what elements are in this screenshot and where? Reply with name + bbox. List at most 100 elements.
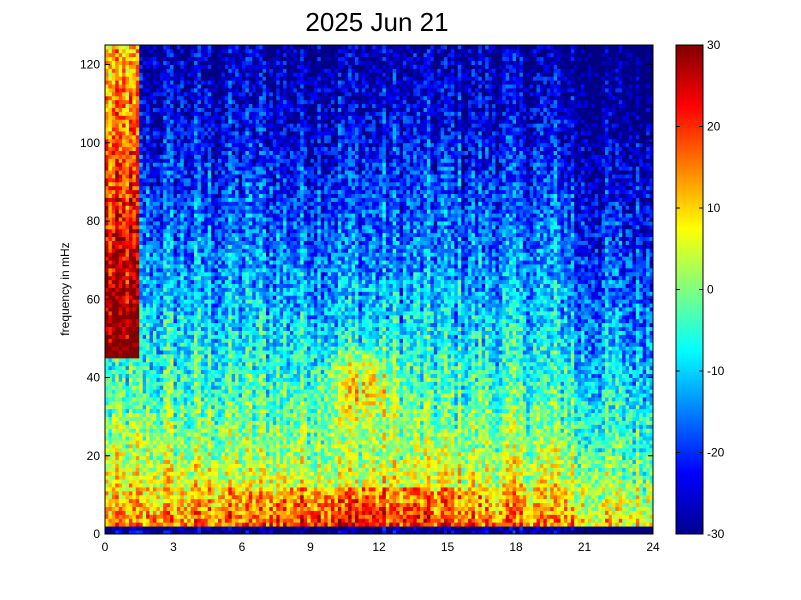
heatmap-cell (204, 381, 208, 385)
heatmap-cell (136, 84, 140, 88)
heatmap-cell (132, 170, 136, 174)
heatmap-cell (197, 284, 201, 288)
heatmap-cell (232, 241, 236, 245)
heatmap-cell (105, 514, 109, 518)
heatmap-cell (221, 468, 225, 472)
heatmap-cell (146, 225, 150, 229)
heatmap-cell (153, 241, 157, 245)
heatmap-cell (129, 190, 133, 194)
heatmap-cell (126, 362, 130, 366)
heatmap-cell (174, 92, 178, 96)
heatmap-cell (180, 448, 184, 452)
heatmap-cell (208, 315, 212, 319)
heatmap-cell (187, 264, 191, 268)
heatmap-cell (235, 186, 239, 190)
heatmap-cell (197, 444, 201, 448)
heatmap-cell (112, 288, 116, 292)
heatmap-cell (187, 456, 191, 460)
heatmap-cell (180, 381, 184, 385)
heatmap-cell (187, 284, 191, 288)
heatmap-cell (187, 475, 191, 479)
heatmap-cell (215, 127, 219, 131)
heatmap-cell (239, 233, 243, 237)
heatmap-cell (184, 198, 188, 202)
heatmap-cell (122, 209, 126, 213)
heatmap-cell (232, 483, 236, 487)
heatmap-cell (184, 260, 188, 264)
heatmap-cell (160, 362, 164, 366)
heatmap-cell (105, 421, 109, 425)
heatmap-cell (239, 248, 243, 252)
heatmap-cell (129, 143, 133, 147)
heatmap-cell (218, 49, 222, 53)
heatmap-cell (129, 198, 133, 202)
heatmap-cell (191, 186, 195, 190)
heatmap-cell (156, 460, 160, 464)
heatmap-cell (156, 291, 160, 295)
heatmap-cell (228, 381, 232, 385)
heatmap-cell (108, 291, 112, 295)
heatmap-cell (218, 370, 222, 374)
heatmap-cell (201, 319, 205, 323)
heatmap-cell (225, 401, 229, 405)
heatmap-cell (180, 315, 184, 319)
heatmap-cell (146, 61, 150, 65)
heatmap-cell (235, 264, 239, 268)
heatmap-cell (187, 268, 191, 272)
heatmap-cell (132, 135, 136, 139)
heatmap-cell (174, 327, 178, 331)
heatmap-cell (167, 475, 171, 479)
heatmap-cell (167, 436, 171, 440)
heatmap-cell (218, 221, 222, 225)
heatmap-cell (167, 362, 171, 366)
heatmap-cell (167, 522, 171, 526)
heatmap-cell (136, 291, 140, 295)
heatmap-cell (197, 366, 201, 370)
heatmap-cell (197, 464, 201, 468)
heatmap-cell (228, 288, 232, 292)
heatmap-cell (115, 385, 119, 389)
heatmap-cell (112, 96, 116, 100)
heatmap-cell (170, 444, 174, 448)
heatmap-cell (156, 299, 160, 303)
heatmap-cell (204, 194, 208, 198)
heatmap-cell (211, 381, 215, 385)
heatmap-cell (208, 61, 212, 65)
heatmap-cell (191, 96, 195, 100)
heatmap-cell (208, 342, 212, 346)
heatmap-cell (174, 507, 178, 511)
heatmap-cell (174, 342, 178, 346)
heatmap-cell (153, 288, 157, 292)
heatmap-cell (119, 338, 123, 342)
heatmap-cell (115, 174, 119, 178)
heatmap-cell (204, 76, 208, 80)
heatmap-cell (132, 299, 136, 303)
heatmap-cell (197, 299, 201, 303)
heatmap-cell (215, 174, 219, 178)
heatmap-cell (105, 194, 109, 198)
heatmap-cell (146, 323, 150, 327)
heatmap-cell (115, 158, 119, 162)
heatmap-cell (119, 72, 123, 76)
heatmap-cell (225, 194, 229, 198)
heatmap-cell (211, 119, 215, 123)
heatmap-cell (235, 507, 239, 511)
heatmap-cell (150, 112, 154, 116)
heatmap-cell (129, 444, 133, 448)
heatmap-cell (197, 323, 201, 327)
heatmap-cell (156, 65, 160, 69)
heatmap-cell (167, 381, 171, 385)
heatmap-cell (146, 491, 150, 495)
heatmap-cell (153, 217, 157, 221)
heatmap-cell (218, 346, 222, 350)
heatmap-cell (218, 366, 222, 370)
heatmap-cell (194, 479, 198, 483)
heatmap-cell (201, 315, 205, 319)
heatmap-cell (180, 440, 184, 444)
heatmap-cell (239, 315, 243, 319)
heatmap-cell (170, 225, 174, 229)
heatmap-cell (232, 354, 236, 358)
heatmap-cell (108, 378, 112, 382)
heatmap-cell (122, 131, 126, 135)
heatmap-cell (174, 45, 178, 49)
